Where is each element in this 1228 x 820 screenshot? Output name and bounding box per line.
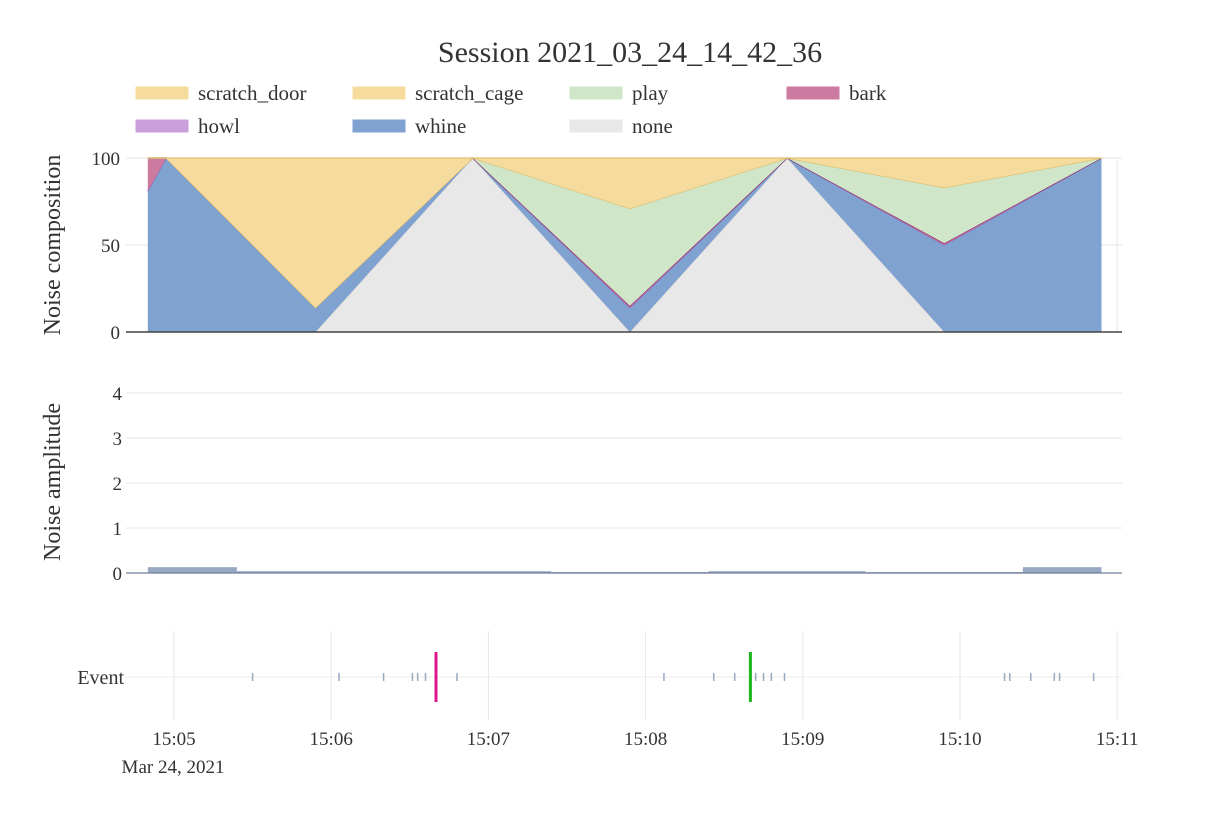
composition-y-tick: 50 bbox=[101, 236, 120, 257]
composition-y-tick: 100 bbox=[92, 149, 121, 170]
x-tick-label: 15:07 bbox=[467, 729, 510, 750]
x-axis-date-label: Mar 24, 2021 bbox=[122, 757, 225, 778]
amplitude-y-tick: 1 bbox=[113, 519, 123, 540]
x-tick-label: 15:05 bbox=[152, 729, 195, 750]
x-tick-label: 15:08 bbox=[624, 729, 667, 750]
legend-item-play[interactable]: play bbox=[569, 81, 669, 105]
events-y-axis-label: Event bbox=[77, 667, 124, 689]
legend-label: howl bbox=[198, 114, 240, 138]
amplitude-y-tick: 3 bbox=[113, 429, 123, 450]
legend-swatch bbox=[135, 86, 189, 100]
amplitude-bar bbox=[708, 571, 866, 573]
legend-label: none bbox=[632, 114, 673, 138]
amplitude-y-tick: 4 bbox=[113, 384, 123, 405]
legend-label: whine bbox=[415, 114, 466, 138]
x-tick-label: 15:10 bbox=[938, 729, 981, 750]
composition-panel: 0 50 100 Noise composition bbox=[40, 149, 1122, 344]
amplitude-bar bbox=[147, 567, 237, 573]
x-tick-label: 15:09 bbox=[781, 729, 824, 750]
legend-item-scratch-door[interactable]: scratch_door bbox=[135, 81, 306, 105]
amplitude-y-axis-title: Noise amplitude bbox=[40, 403, 66, 561]
legend: scratch_door scratch_cage play bark howl whin… bbox=[135, 81, 887, 138]
area-line-scratch-cage bbox=[147, 157, 1102, 309]
amplitude-bar bbox=[1022, 567, 1102, 573]
area-scratch-door bbox=[147, 158, 1102, 308]
composition-y-tick: 0 bbox=[111, 323, 121, 344]
legend-swatch bbox=[352, 119, 406, 133]
amplitude-bar bbox=[236, 571, 552, 573]
events-panel: Event bbox=[77, 631, 1122, 720]
amplitude-y-tick: 2 bbox=[113, 474, 123, 495]
area-whine bbox=[147, 158, 1102, 332]
x-tick-label: 15:11 bbox=[1096, 729, 1139, 750]
legend-item-scratch-cage[interactable]: scratch_cage bbox=[352, 81, 523, 105]
amplitude-y-tick: 0 bbox=[113, 564, 123, 585]
amplitude-panel: 0 1 2 3 4 Noise amplitude bbox=[40, 384, 1122, 585]
legend-item-whine[interactable]: whine bbox=[352, 114, 466, 138]
composition-y-axis-title: Noise composition bbox=[40, 155, 66, 336]
legend-item-none[interactable]: none bbox=[569, 114, 673, 138]
legend-swatch bbox=[135, 119, 189, 133]
chart-title: Session 2021_03_24_14_42_36 bbox=[438, 36, 822, 69]
legend-label: scratch_cage bbox=[415, 81, 523, 105]
legend-swatch bbox=[786, 86, 840, 100]
x-tick-label: 15:06 bbox=[310, 729, 353, 750]
x-axis: 15:05 15:06 15:07 15:08 15:09 15:10 15:11 bbox=[152, 729, 1138, 750]
legend-swatch bbox=[569, 119, 623, 133]
area-none bbox=[147, 158, 1102, 332]
legend-swatch bbox=[352, 86, 406, 100]
legend-swatch bbox=[569, 86, 623, 100]
legend-item-howl[interactable]: howl bbox=[135, 114, 240, 138]
legend-label: bark bbox=[849, 81, 887, 105]
legend-label: play bbox=[632, 81, 669, 105]
legend-label: scratch_door bbox=[198, 81, 306, 105]
area-play bbox=[147, 158, 1102, 308]
legend-item-bark[interactable]: bark bbox=[786, 81, 887, 105]
